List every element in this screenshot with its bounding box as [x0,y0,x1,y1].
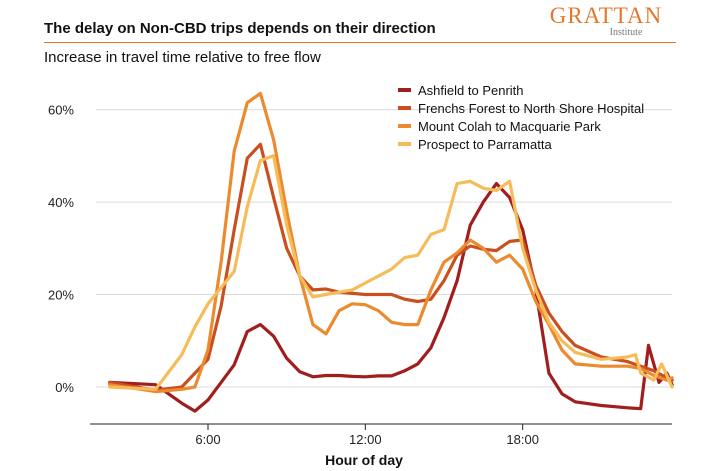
legend-label: Frenchs Forest to North Shore Hospital [418,101,644,116]
series-line [108,182,674,413]
legend-label: Prospect to Parramatta [418,137,552,152]
logo-wordmark: GRATTAN [549,3,663,28]
x-tick-label: 6:00 [195,432,220,447]
legend-label: Mount Colah to Macquarie Park [418,119,601,134]
grattan-logo: GRATTAN Institute [536,3,676,39]
series-line [108,91,674,394]
y-tick-label: 0% [55,380,74,395]
y-tick-label: 40% [48,195,74,210]
series-line [108,154,674,391]
x-tick-label: 18:00 [506,432,539,447]
series-line [108,142,674,392]
gridlines [96,109,672,388]
y-tick-label: 20% [48,288,74,303]
y-tick-label: 60% [48,103,74,118]
chart-title: The delay on Non-CBD trips depends on th… [44,20,436,37]
title-divider [44,42,676,43]
series-lines [108,91,674,413]
x-tick-label: 12:00 [349,432,382,447]
legend-label: Ashfield to Penrith [418,83,524,98]
axes: 0% 20% 40% 60% 6:00 12:00 18:00 Hour of day [48,103,672,468]
chart-subtitle: Increase in travel time relative to free… [44,49,321,66]
x-axis-title: Hour of day [325,452,403,468]
legend: Ashfield to Penrith Frenchs Forest to Nor… [398,83,644,152]
logo-subtext: Institute [609,27,643,38]
